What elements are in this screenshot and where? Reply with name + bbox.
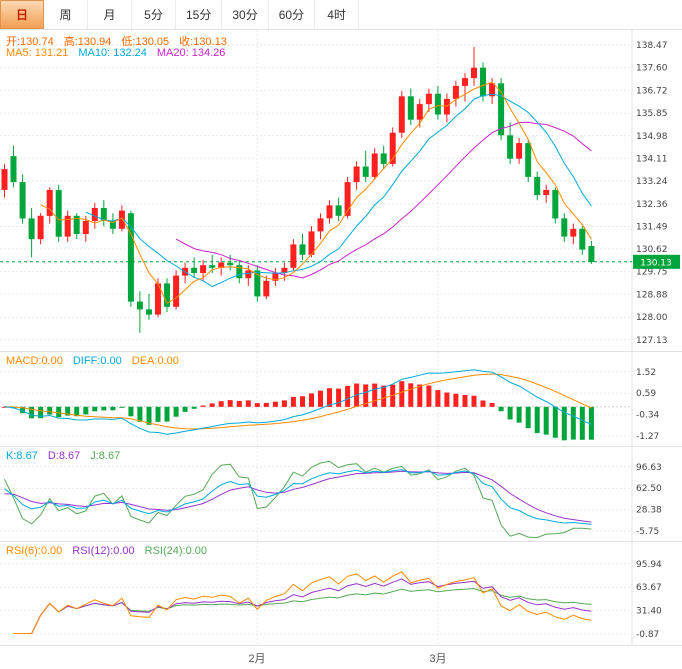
svg-text:28.38: 28.38 xyxy=(636,506,662,516)
svg-text:62.50: 62.50 xyxy=(636,484,662,494)
svg-text:-5.75: -5.75 xyxy=(636,527,659,537)
ma10-line xyxy=(85,93,592,288)
svg-text:135.85: 135.85 xyxy=(636,109,668,119)
macd-panel[interactable]: 1.52 0.59 -0.34 -1.27 MACD:0.00 DIFF:0.00 DEA… xyxy=(0,352,682,447)
svg-text:130.62: 130.62 xyxy=(636,245,668,255)
rsi12-line xyxy=(13,578,592,634)
svg-text:-0.87: -0.87 xyxy=(636,630,659,640)
svg-text:134.98: 134.98 xyxy=(636,132,668,142)
svg-text:136.72: 136.72 xyxy=(636,87,668,97)
month-label: 3月 xyxy=(429,653,447,665)
tab-day[interactable]: 日 xyxy=(0,0,44,29)
tab-30min[interactable]: 30分 xyxy=(222,0,269,29)
panel-rsi-canvas: 95.94 63.67 31.40 -0.87 xyxy=(0,542,662,645)
tab-5min[interactable]: 5分 xyxy=(132,0,176,29)
svg-text:129.75: 129.75 xyxy=(636,268,668,278)
svg-text:128.00: 128.00 xyxy=(636,313,668,323)
tab-week[interactable]: 周 xyxy=(44,0,88,29)
tab-month[interactable]: 月 xyxy=(88,0,132,29)
k-line xyxy=(4,469,592,525)
svg-text:96.63: 96.63 xyxy=(636,463,662,473)
svg-text:31.40: 31.40 xyxy=(636,607,662,617)
tab-60min[interactable]: 60分 xyxy=(269,0,316,29)
last-price-badge xyxy=(633,254,680,269)
last-price-text: 130.13 xyxy=(640,258,672,268)
svg-text:133.24: 133.24 xyxy=(636,177,668,187)
svg-text:63.67: 63.67 xyxy=(636,583,662,593)
svg-text:0.59: 0.59 xyxy=(636,389,656,399)
rsi6-line xyxy=(13,571,592,634)
macd-histogram xyxy=(2,381,594,441)
tab-4hour[interactable]: 4时 xyxy=(315,0,360,29)
period-toolbar: 日周月 5分 15分 30分 60分 4时 xyxy=(0,0,682,30)
svg-text:127.13: 127.13 xyxy=(636,336,668,346)
dea-line xyxy=(4,373,592,430)
svg-text:95.94: 95.94 xyxy=(636,560,662,570)
tab-15min[interactable]: 15分 xyxy=(176,0,223,29)
svg-text:137.60: 137.60 xyxy=(636,64,668,74)
svg-text:138.47: 138.47 xyxy=(636,41,668,51)
svg-text:128.88: 128.88 xyxy=(636,290,668,300)
svg-text:-1.27: -1.27 xyxy=(636,432,659,442)
ma20-line xyxy=(175,121,592,279)
j-line xyxy=(4,460,592,539)
diff-line xyxy=(4,369,592,435)
svg-text:132.36: 132.36 xyxy=(636,200,668,210)
d-line xyxy=(4,470,592,523)
month-label: 2月 xyxy=(248,653,266,665)
svg-text:1.52: 1.52 xyxy=(636,368,656,378)
price-chart-panel[interactable]: 138.47 137.60 136.72 135.85 134.98 134.11 133.… xyxy=(0,30,682,352)
svg-text:134.11: 134.11 xyxy=(636,154,668,164)
panel-kdj-canvas: 96.63 62.50 28.38 -5.75 xyxy=(0,447,662,541)
time-axis: 2月 3月 xyxy=(0,646,682,669)
candlestick-series xyxy=(1,46,595,333)
panel-macd-canvas: 1.52 0.59 -0.34 -1.27 xyxy=(0,352,660,446)
rsi-panel[interactable]: 95.94 63.67 31.40 -0.87 RSI(6):0.00 RSI(12):… xyxy=(0,542,682,646)
ma5-line xyxy=(40,81,592,304)
svg-text:131.49: 131.49 xyxy=(636,223,668,233)
svg-text:-0.34: -0.34 xyxy=(636,411,660,421)
panel-main-canvas: 138.47 137.60 136.72 135.85 134.98 134.11 133.… xyxy=(0,30,680,351)
kdj-panel[interactable]: 96.63 62.50 28.38 -5.75 K:8.67 D:8.67 J:8.67 xyxy=(0,447,682,542)
